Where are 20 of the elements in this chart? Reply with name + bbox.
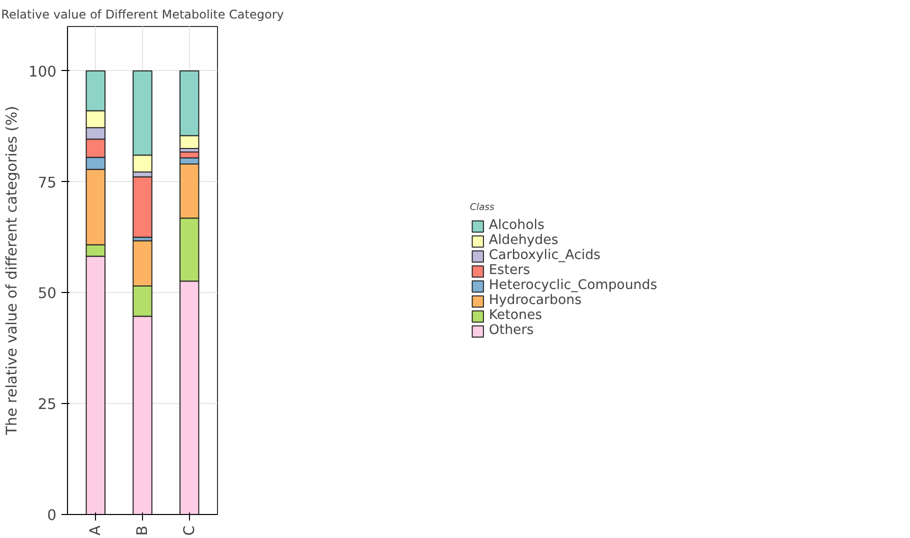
legend-label: Others	[488, 323, 534, 338]
legend-label: Aldehydes	[488, 233, 558, 248]
y-tick-label: 75	[38, 174, 57, 192]
x-tick-label: B	[134, 525, 151, 536]
chart-title: Relative value of Different Metabolite Category	[1, 8, 284, 22]
legend-label: Ketones	[488, 308, 542, 323]
y-tick-label: 0	[47, 507, 57, 524]
y-tick-label: 50	[38, 285, 57, 302]
y-axis-title: The relative value of different categories (%)	[4, 106, 21, 436]
legend-label: Alcohols	[488, 218, 544, 233]
y-tick-label: 25	[38, 396, 57, 414]
legend-label: Heterocyclic_Compounds	[488, 278, 658, 293]
x-tick-label: A	[87, 525, 104, 536]
x-tick-label: C	[180, 526, 198, 536]
legend-title: Class	[470, 202, 496, 213]
legend-label: Esters	[488, 263, 530, 278]
legend-label: Carboxylic_Acids	[488, 248, 601, 263]
bar	[132, 176, 152, 238]
y-tick-label: 100	[28, 63, 57, 80]
legend-label: Hydrocarbons	[488, 293, 582, 308]
